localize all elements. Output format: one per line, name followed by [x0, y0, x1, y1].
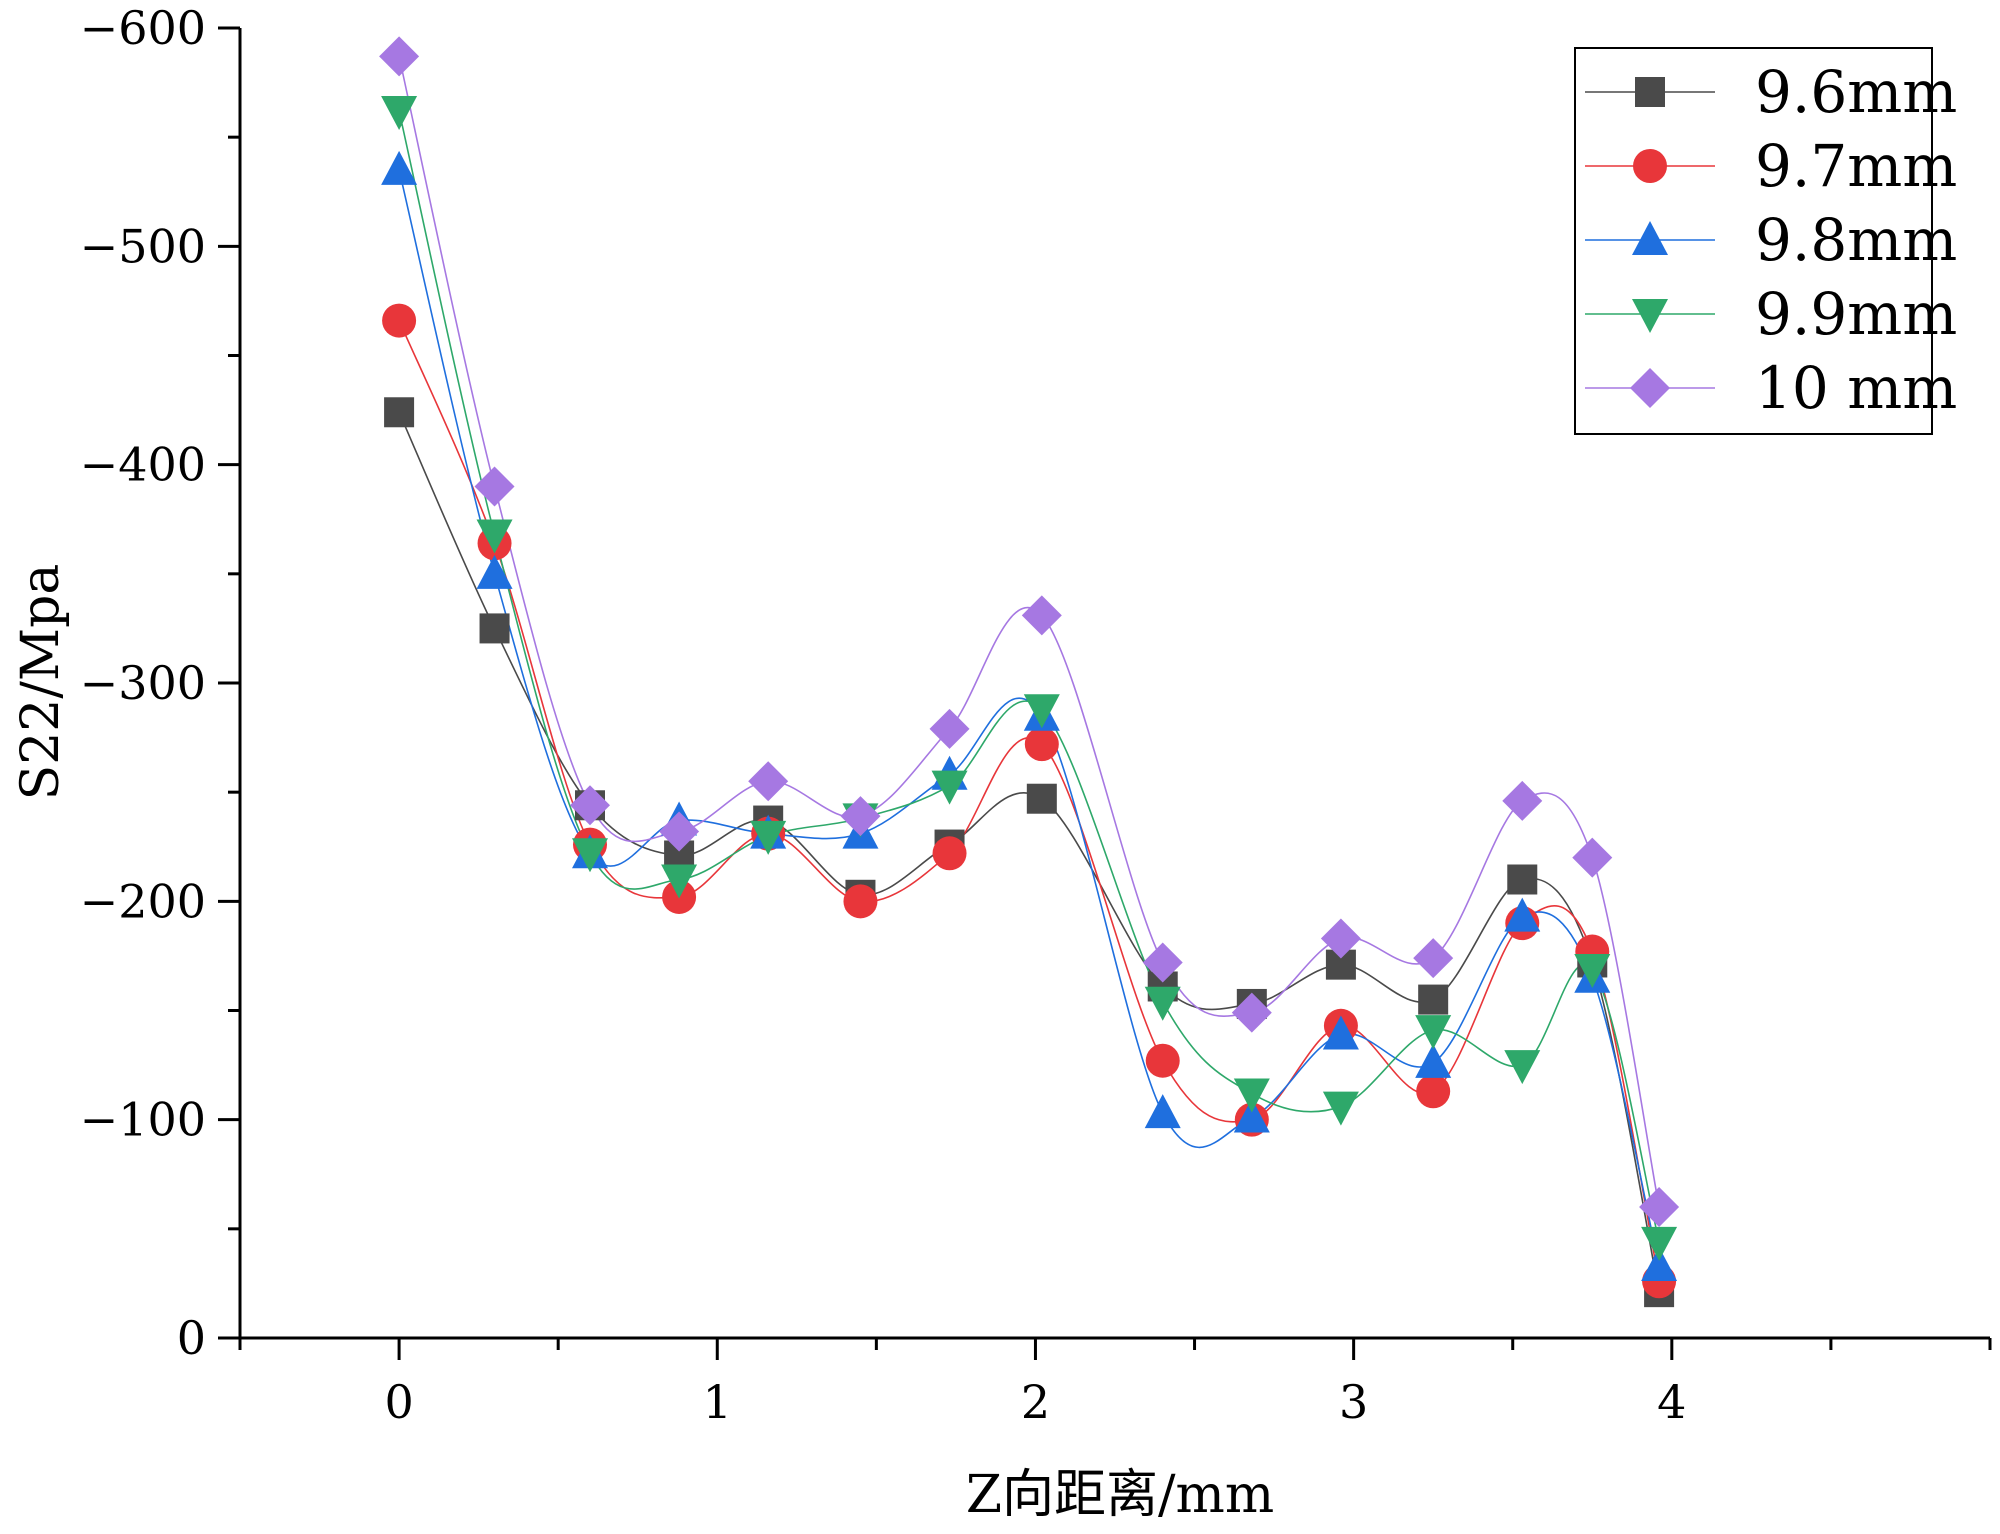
x-tick-label: 1	[703, 1375, 732, 1429]
data-point	[1142, 942, 1183, 983]
series-line	[398, 56, 1660, 1208]
data-point	[843, 884, 878, 919]
data-point	[931, 770, 968, 805]
data-point	[1574, 954, 1611, 989]
data-point	[384, 397, 415, 428]
legend-marker	[1633, 149, 1667, 183]
legend-label: 10 mm	[1755, 354, 1957, 422]
data-point	[1233, 1078, 1270, 1113]
y-tick-label: −500	[80, 219, 206, 273]
data-point	[1021, 595, 1062, 636]
data-point	[474, 466, 515, 507]
legend-marker	[1632, 299, 1668, 333]
data-point	[1415, 1043, 1452, 1078]
x-tick-label: 3	[1339, 1375, 1368, 1429]
x-tick-label: 2	[1021, 1375, 1050, 1429]
data-point	[1639, 1187, 1680, 1227]
data-point	[381, 95, 418, 130]
data-point	[1641, 1226, 1678, 1261]
data-point	[1026, 783, 1057, 814]
data-point	[1504, 1050, 1541, 1085]
legend-marker	[1632, 221, 1668, 255]
y-tick-label: −400	[80, 438, 206, 492]
y-tick-label: −600	[80, 1, 206, 55]
y-tick-label: −100	[80, 1093, 206, 1147]
data-point	[1233, 1098, 1270, 1133]
data-point	[1416, 1074, 1451, 1109]
data-point	[479, 613, 510, 644]
data-point	[1145, 1043, 1180, 1078]
y-tick-label: −200	[80, 874, 206, 928]
data-point	[476, 519, 513, 554]
data-point	[570, 785, 610, 826]
data-point	[1144, 1094, 1181, 1129]
data-point	[1418, 984, 1449, 1015]
data-point	[1144, 986, 1181, 1021]
data-point	[379, 36, 420, 77]
legend-marker	[1635, 77, 1665, 107]
x-axis-title: Z向距离/mm	[966, 1465, 1274, 1525]
legend-marker	[1630, 368, 1670, 408]
data-point	[1507, 864, 1538, 895]
series-lines	[398, 56, 1660, 1293]
data-point	[1320, 918, 1361, 959]
data-point	[659, 811, 700, 852]
series-markers	[379, 36, 1680, 1308]
data-point	[476, 554, 513, 589]
data-point	[572, 838, 608, 873]
data-point	[1504, 897, 1541, 932]
data-point	[1231, 992, 1272, 1033]
data-point	[748, 761, 789, 802]
x-tick-label: 0	[384, 1375, 413, 1429]
data-point	[1322, 1015, 1359, 1050]
data-point	[840, 796, 881, 837]
data-point	[1415, 1015, 1452, 1050]
data-point	[381, 150, 418, 185]
data-point	[1024, 727, 1059, 762]
y-axis-title: S22/Mpa	[11, 564, 71, 801]
legend-label: 9.9mm	[1755, 280, 1957, 348]
data-point	[1572, 837, 1613, 878]
data-point	[1641, 1246, 1678, 1281]
tick-labels: 0 −100 −200 −300 −400 −500 −600 0 1 2 3 4	[80, 1, 1687, 1429]
data-point	[661, 864, 698, 899]
legend-label: 9.6mm	[1755, 58, 1957, 126]
legend-label: 9.8mm	[1755, 206, 1957, 274]
data-point	[1322, 1091, 1359, 1126]
data-point	[929, 708, 970, 749]
legend-label: 9.7mm	[1755, 132, 1957, 200]
data-point	[1502, 780, 1543, 821]
axes	[218, 26, 1992, 1360]
data-point	[932, 836, 967, 871]
data-point	[750, 820, 787, 855]
y-tick-label: −300	[80, 656, 206, 710]
series-line	[398, 110, 1660, 1243]
legend-box	[1574, 47, 1933, 435]
data-point	[1413, 938, 1454, 979]
data-point	[1023, 694, 1060, 729]
y-tick-label: 0	[177, 1311, 206, 1365]
x-tick-label: 4	[1657, 1375, 1686, 1429]
data-point	[382, 303, 417, 338]
series-line	[398, 169, 1660, 1267]
